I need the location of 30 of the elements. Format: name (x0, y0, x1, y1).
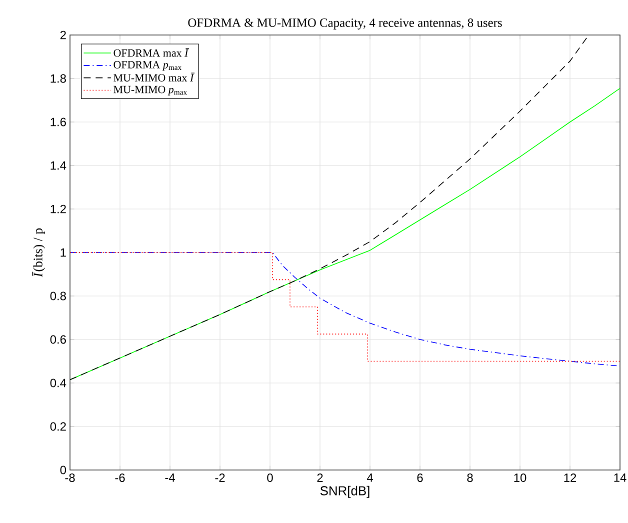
x-tick-label: 2 (317, 474, 323, 482)
y-tick-label: 0.4 (50, 378, 66, 388)
x-axis-title: SNR[dB] (320, 486, 370, 498)
legend-label: OFDRMA p$_{max}$ (114, 61, 182, 71)
y-tick-label: 0.8 (50, 292, 66, 300)
x-tick-label: 14 (614, 474, 626, 482)
legend-label: OFDRMA max Ī (114, 48, 190, 57)
y-tick-label: 0.2 (50, 422, 66, 431)
y-tick-label: 1.2 (50, 204, 66, 214)
x-tick-label: -8 (65, 474, 75, 482)
x-tick-label: 0 (267, 474, 273, 482)
x-tick-label: -2 (215, 474, 225, 482)
y-axis-title: Ī(bits) / p (32, 228, 46, 278)
y-tick-label: 0.6 (50, 335, 66, 344)
x-tick-label: 6 (417, 474, 423, 482)
y-tick-label: 0 (60, 466, 66, 474)
x-tick-label: 10 (514, 474, 526, 482)
y-tick-label: 1.6 (50, 118, 66, 126)
y-tick-label: 1 (60, 248, 66, 257)
legend-label: MU-MIMO p$_{max}$ (114, 86, 187, 96)
legend-label: MU-MIMO max Ī (114, 72, 195, 82)
y-tick-label: 1.8 (50, 74, 66, 83)
y-tick-label: 2 (60, 30, 66, 40)
x-tick-label: 12 (564, 474, 576, 482)
chart-title: OFDRMA & MU-MIMO Capacity, 4 receive antennas, 8 users (188, 18, 502, 30)
x-tick-label: -4 (165, 474, 175, 482)
x-tick-label: 8 (467, 474, 473, 482)
x-tick-label: 4 (366, 474, 373, 482)
x-tick-label: -6 (115, 474, 125, 482)
y-tick-label: 1.4 (50, 161, 66, 170)
